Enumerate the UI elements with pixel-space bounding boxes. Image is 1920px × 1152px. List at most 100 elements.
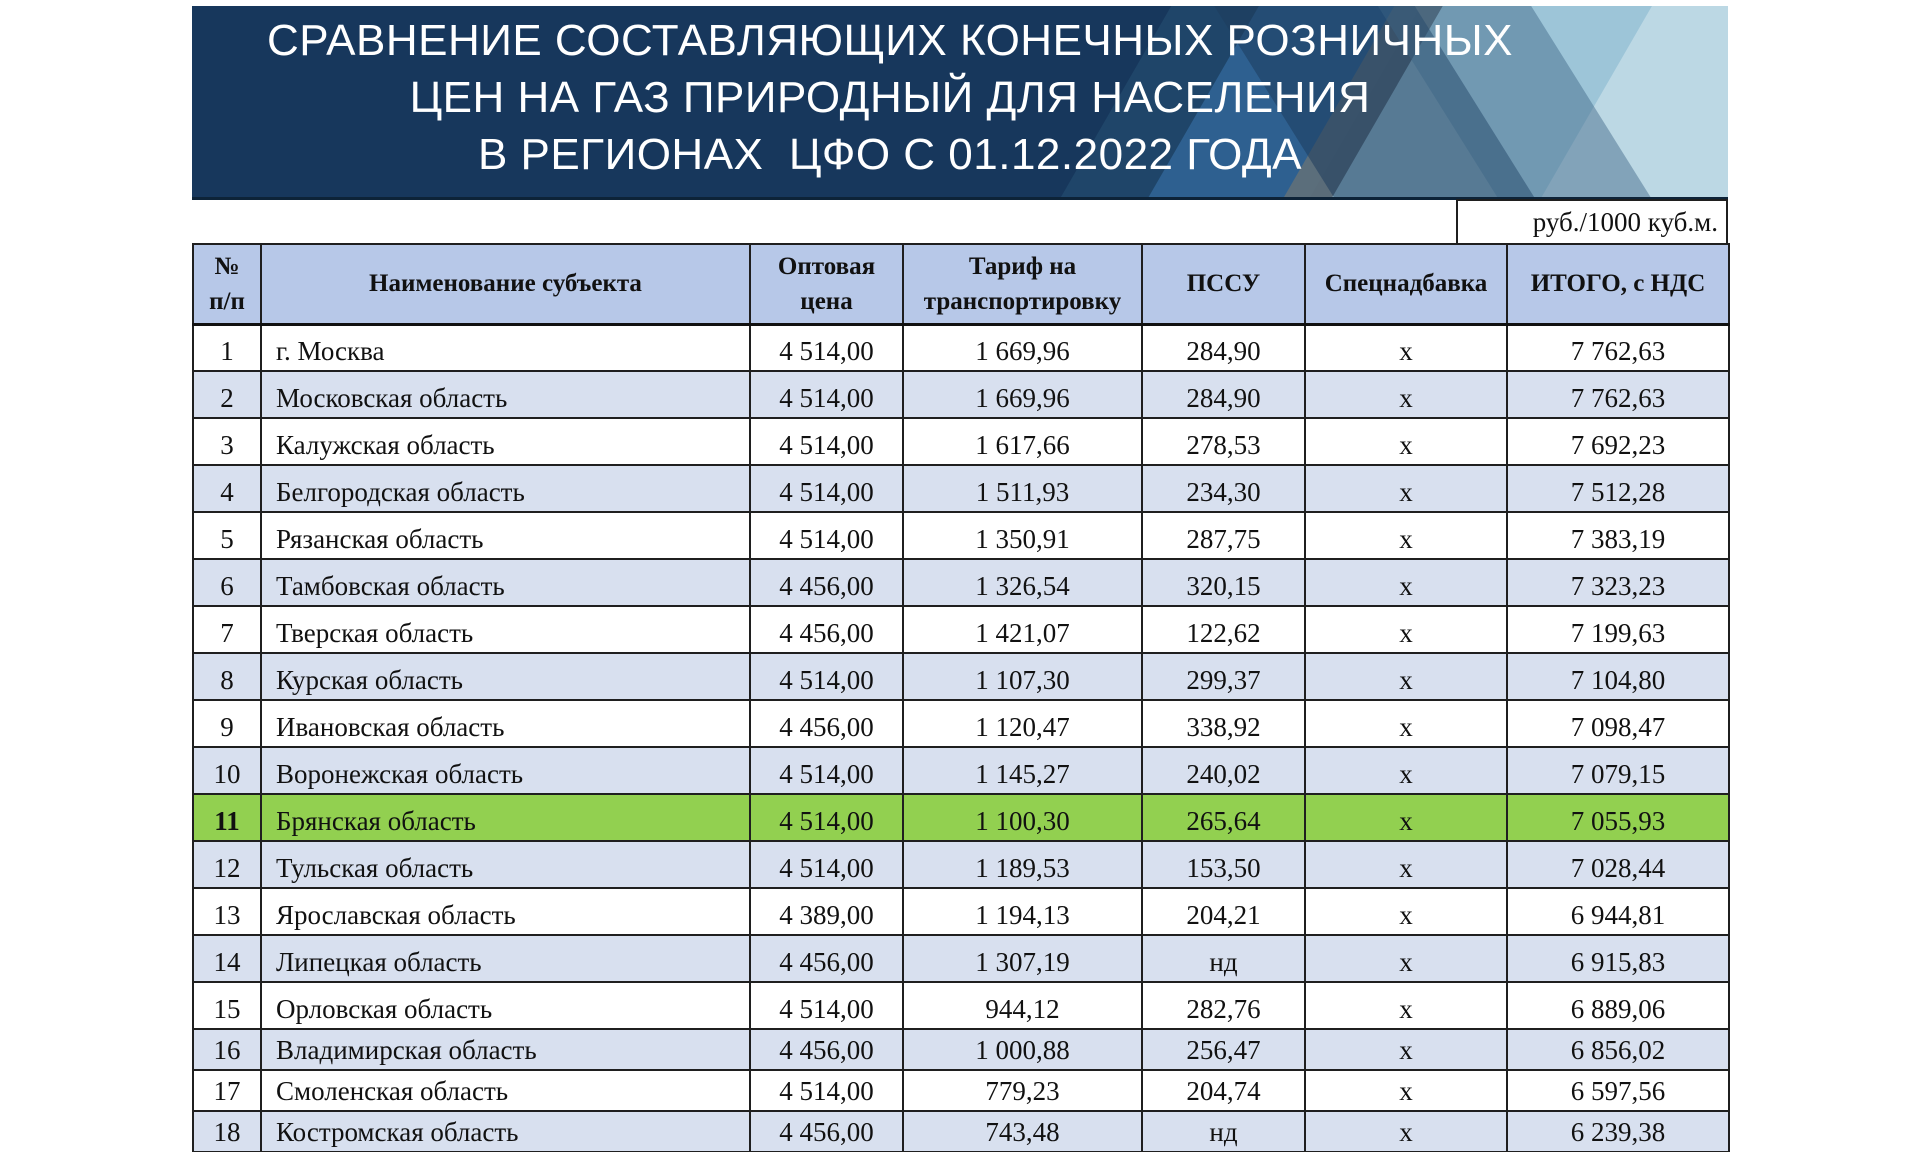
cell-total: 7 762,63 <box>1506 323 1730 372</box>
page-title: СРАВНЕНИЕ СОСТАВЛЯЮЩИХ КОНЕЧНЫХ РОЗНИЧНЫ… <box>192 6 1728 183</box>
cell-surcharge: х <box>1304 699 1508 748</box>
table-row-9: 9 Ивановская область 4 456,00 1 120,47 338,9… <box>192 699 1730 748</box>
cell-name: Курская область <box>260 652 751 701</box>
cell-total: 7 098,47 <box>1506 699 1730 748</box>
table-row-13: 13 Ярославская область 4 389,00 1 194,13 204… <box>192 887 1730 936</box>
cell-pssu: 122,62 <box>1141 605 1306 654</box>
cell-wholesale: 4 456,00 <box>749 1028 904 1071</box>
cell-surcharge: х <box>1304 1110 1508 1152</box>
cell-pssu: 265,64 <box>1141 793 1306 842</box>
cell-name: Владимирская область <box>260 1028 751 1071</box>
table-row-10: 10 Воронежская область 4 514,00 1 145,27 240… <box>192 746 1730 795</box>
cell-wholesale: 4 514,00 <box>749 370 904 419</box>
table-row-12: 12 Тульская область 4 514,00 1 189,53 153,50… <box>192 840 1730 889</box>
cell-pssu: 234,30 <box>1141 464 1306 513</box>
cell-pssu: 153,50 <box>1141 840 1306 889</box>
cell-transport: 1 145,27 <box>902 746 1143 795</box>
cell-total: 6 239,38 <box>1506 1110 1730 1152</box>
cell-pssu: 204,21 <box>1141 887 1306 936</box>
cell-wholesale: 4 514,00 <box>749 981 904 1030</box>
cell-pssu: 284,90 <box>1141 323 1306 372</box>
cell-num: 10 <box>192 746 262 795</box>
table-row-5: 5 Рязанская область 4 514,00 1 350,91 287,75… <box>192 511 1730 560</box>
table-row-14: 14 Липецкая область 4 456,00 1 307,19 нд х 6 9… <box>192 934 1730 983</box>
cell-total: 7 199,63 <box>1506 605 1730 654</box>
cell-name: Тверская область <box>260 605 751 654</box>
cell-total: 7 383,19 <box>1506 511 1730 560</box>
cell-pssu: 240,02 <box>1141 746 1306 795</box>
cell-wholesale: 4 456,00 <box>749 934 904 983</box>
table-row-15: 15 Орловская область 4 514,00 944,12 282,76 х… <box>192 981 1730 1030</box>
cell-total: 6 856,02 <box>1506 1028 1730 1071</box>
column-header-transport: Тариф на транспортировку <box>902 243 1143 326</box>
cell-num: 14 <box>192 934 262 983</box>
title-line-2: ЦЕН НА ГАЗ ПРИРОДНЫЙ ДЛЯ НАСЕЛЕНИЯ <box>409 73 1371 122</box>
table-header: № п/п Наименование субъекта Оптовая цена Тари… <box>192 243 1730 326</box>
cell-surcharge: х <box>1304 981 1508 1030</box>
cell-surcharge: х <box>1304 1028 1508 1071</box>
column-header-pssu: ПССУ <box>1141 243 1306 326</box>
cell-name: Тамбовская область <box>260 558 751 607</box>
cell-total: 7 055,93 <box>1506 793 1730 842</box>
cell-name: Смоленская область <box>260 1069 751 1112</box>
title-banner: СРАВНЕНИЕ СОСТАВЛЯЮЩИХ КОНЕЧНЫХ РОЗНИЧНЫ… <box>192 6 1728 200</box>
cell-num: 6 <box>192 558 262 607</box>
cell-transport: 1 107,30 <box>902 652 1143 701</box>
cell-name: Ивановская область <box>260 699 751 748</box>
table-row-2: 2 Московская область 4 514,00 1 669,96 284,9… <box>192 370 1730 419</box>
cell-wholesale: 4 514,00 <box>749 323 904 372</box>
cell-surcharge: х <box>1304 887 1508 936</box>
cell-wholesale: 4 514,00 <box>749 464 904 513</box>
cell-num: 2 <box>192 370 262 419</box>
cell-num: 18 <box>192 1110 262 1152</box>
cell-num: 5 <box>192 511 262 560</box>
cell-surcharge: х <box>1304 1069 1508 1112</box>
unit-label: руб./1000 куб.м. <box>1456 199 1728 245</box>
table-row-7: 7 Тверская область 4 456,00 1 421,07 122,62 х… <box>192 605 1730 654</box>
table-row-8: 8 Курская область 4 514,00 1 107,30 299,37 х 7… <box>192 652 1730 701</box>
cell-pssu: 278,53 <box>1141 417 1306 466</box>
cell-surcharge: х <box>1304 652 1508 701</box>
cell-wholesale: 4 456,00 <box>749 605 904 654</box>
table-row-1: 1 г. Москва 4 514,00 1 669,96 284,90 х 7 762,6… <box>192 323 1730 372</box>
column-header-total: ИТОГО, с НДС <box>1506 243 1730 326</box>
cell-wholesale: 4 456,00 <box>749 1110 904 1152</box>
cell-transport: 1 326,54 <box>902 558 1143 607</box>
cell-num: 9 <box>192 699 262 748</box>
cell-wholesale: 4 514,00 <box>749 652 904 701</box>
cell-transport: 944,12 <box>902 981 1143 1030</box>
cell-name: Воронежская область <box>260 746 751 795</box>
cell-name: Орловская область <box>260 981 751 1030</box>
table-row-17: 17 Смоленская область 4 514,00 779,23 204,74… <box>192 1069 1730 1112</box>
cell-pssu: 204,74 <box>1141 1069 1306 1112</box>
cell-transport: 1 189,53 <box>902 840 1143 889</box>
table-row-6: 6 Тамбовская область 4 456,00 1 326,54 320,1… <box>192 558 1730 607</box>
cell-wholesale: 4 514,00 <box>749 1069 904 1112</box>
table-row-16: 16 Владимирская область 4 456,00 1 000,88 25… <box>192 1028 1730 1071</box>
cell-surcharge: х <box>1304 793 1508 842</box>
cell-num: 15 <box>192 981 262 1030</box>
table-row-3: 3 Калужская область 4 514,00 1 617,66 278,53… <box>192 417 1730 466</box>
cell-pssu: нд <box>1141 1110 1306 1152</box>
cell-pssu: 287,75 <box>1141 511 1306 560</box>
cell-transport: 1 669,96 <box>902 370 1143 419</box>
price-table: № п/п Наименование субъекта Оптовая цена Тари… <box>192 243 1730 1152</box>
cell-num: 17 <box>192 1069 262 1112</box>
cell-total: 6 597,56 <box>1506 1069 1730 1112</box>
cell-name: Белгородская область <box>260 464 751 513</box>
cell-transport: 1 100,30 <box>902 793 1143 842</box>
cell-total: 7 079,15 <box>1506 746 1730 795</box>
column-header-num: № п/п <box>192 243 262 326</box>
cell-wholesale: 4 514,00 <box>749 840 904 889</box>
cell-surcharge: х <box>1304 370 1508 419</box>
cell-num: 12 <box>192 840 262 889</box>
cell-pssu: 282,76 <box>1141 981 1306 1030</box>
column-header-wholesale: Оптовая цена <box>749 243 904 326</box>
cell-name: Тульская область <box>260 840 751 889</box>
cell-name: Костромская область <box>260 1110 751 1152</box>
cell-pssu: 320,15 <box>1141 558 1306 607</box>
cell-surcharge: х <box>1304 558 1508 607</box>
cell-wholesale: 4 456,00 <box>749 558 904 607</box>
table-row-18: 18 Костромская область 4 456,00 743,48 нд х 6 … <box>192 1110 1730 1152</box>
